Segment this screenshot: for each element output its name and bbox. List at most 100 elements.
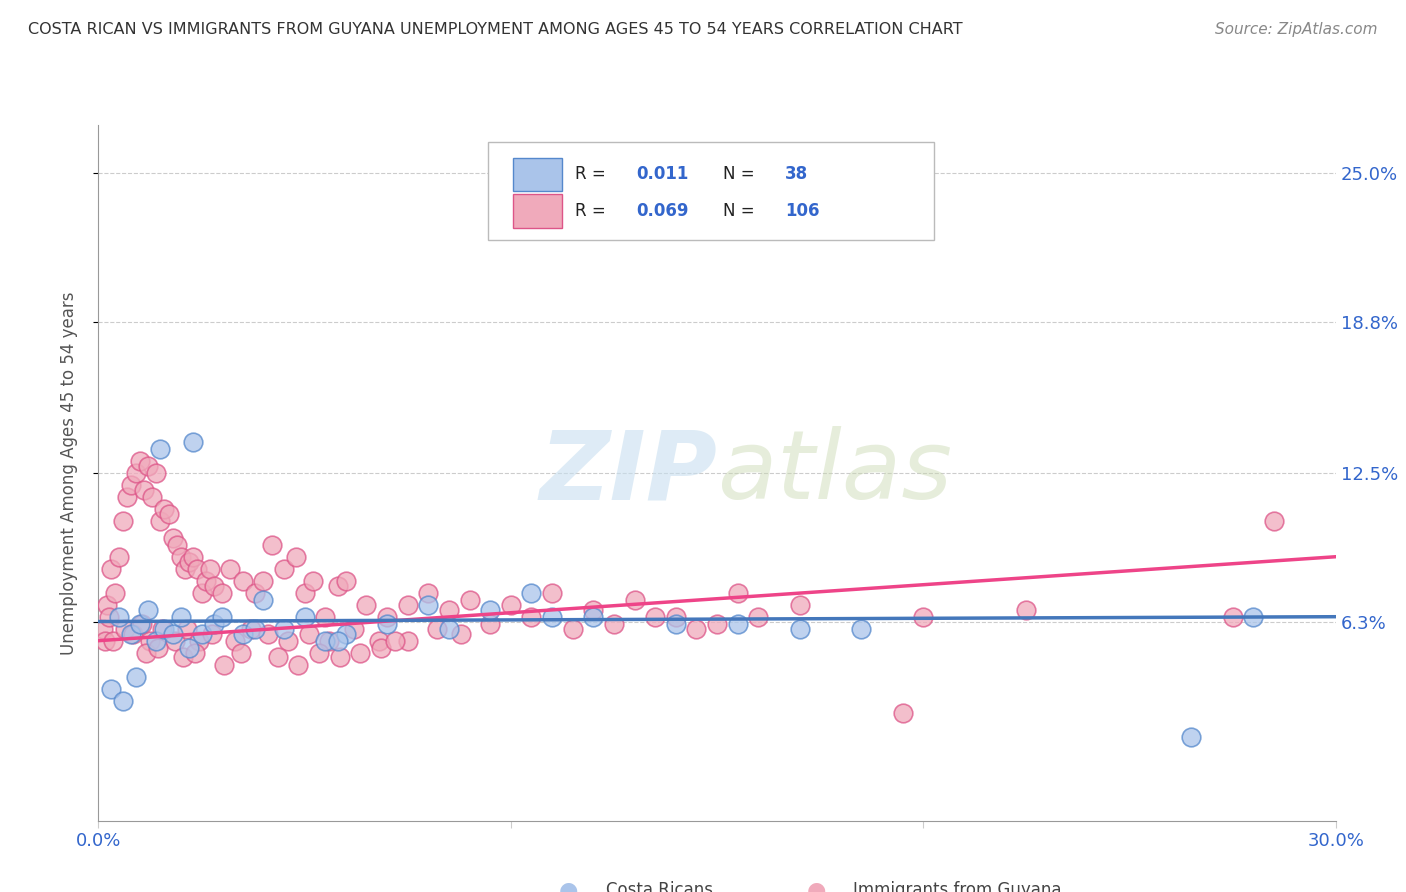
Point [120, 626, 142, 640]
Point [170, 549, 193, 564]
Point [375, 609, 398, 624]
Point [375, 616, 398, 631]
Point [211, 585, 233, 599]
Point [96, 598, 118, 612]
Point [458, 593, 481, 607]
Text: 38: 38 [785, 165, 808, 183]
Point [224, 633, 246, 648]
Text: R =: R = [575, 202, 610, 220]
Point [541, 609, 564, 624]
Point [370, 640, 392, 655]
Point [727, 585, 749, 599]
Point [273, 622, 295, 636]
Point [232, 626, 254, 640]
Point [252, 593, 274, 607]
Point [450, 626, 472, 640]
Point [198, 562, 221, 576]
Point [145, 633, 167, 648]
Text: ●: ● [807, 880, 825, 892]
Text: 0.069: 0.069 [637, 202, 689, 220]
Point [93, 633, 115, 648]
Point [685, 622, 707, 636]
Point [201, 626, 224, 640]
Point [108, 609, 131, 624]
Point [131, 616, 153, 631]
Point [561, 622, 583, 636]
Point [912, 609, 935, 624]
Point [479, 616, 502, 631]
Point [891, 706, 914, 720]
Point [326, 633, 349, 648]
Bar [513, 194, 562, 227]
Point [219, 562, 242, 576]
Text: atlas: atlas [717, 426, 952, 519]
Point [91, 622, 114, 636]
Point [335, 626, 357, 640]
Point [166, 538, 188, 552]
Point [139, 633, 162, 648]
Point [136, 602, 159, 616]
Point [202, 578, 225, 592]
Point [194, 574, 217, 588]
Point [256, 626, 278, 640]
Point [136, 458, 159, 473]
Point [1263, 514, 1285, 528]
Text: Costa Ricans: Costa Ricans [606, 881, 713, 892]
Point [243, 585, 266, 599]
Text: 0.011: 0.011 [637, 165, 689, 183]
Point [128, 454, 150, 468]
Point [1222, 609, 1244, 624]
Point [120, 477, 142, 491]
Point [706, 616, 728, 631]
Point [308, 646, 330, 660]
Point [418, 598, 440, 612]
Point [157, 507, 180, 521]
Point [240, 622, 263, 636]
Text: ZIP: ZIP [538, 426, 717, 519]
Point [1241, 609, 1264, 624]
Point [153, 622, 176, 636]
Point [314, 633, 336, 648]
Point [141, 490, 163, 504]
Point [314, 609, 336, 624]
Point [181, 549, 204, 564]
Point [190, 626, 212, 640]
Point [181, 434, 204, 449]
Point [335, 574, 357, 588]
Point [124, 466, 146, 480]
Text: COSTA RICAN VS IMMIGRANTS FROM GUYANA UNEMPLOYMENT AMONG AGES 45 TO 54 YEARS COR: COSTA RICAN VS IMMIGRANTS FROM GUYANA UN… [28, 22, 963, 37]
Point [212, 657, 235, 672]
Point [184, 646, 207, 660]
Point [329, 650, 352, 665]
Point [145, 466, 167, 480]
Point [665, 616, 688, 631]
Point [172, 650, 194, 665]
Point [582, 602, 605, 616]
Point [117, 490, 139, 504]
Point [1180, 730, 1202, 744]
Point [190, 585, 212, 599]
Point [789, 598, 811, 612]
Bar [513, 158, 562, 191]
Point [100, 681, 122, 696]
Point [112, 694, 135, 708]
Point [287, 657, 309, 672]
Point [520, 585, 543, 599]
Point [644, 609, 666, 624]
Point [302, 574, 325, 588]
Point [229, 646, 252, 660]
Point [623, 593, 645, 607]
Point [273, 562, 295, 576]
Point [418, 585, 440, 599]
Point [179, 640, 201, 655]
Point [188, 633, 211, 648]
Point [727, 616, 749, 631]
Point [162, 626, 184, 640]
Point [243, 622, 266, 636]
Point [97, 609, 120, 624]
Point [298, 626, 321, 640]
Point [108, 549, 131, 564]
Y-axis label: Unemployment Among Ages 45 to 54 years: Unemployment Among Ages 45 to 54 years [59, 291, 77, 655]
Point [437, 622, 460, 636]
Point [260, 538, 283, 552]
